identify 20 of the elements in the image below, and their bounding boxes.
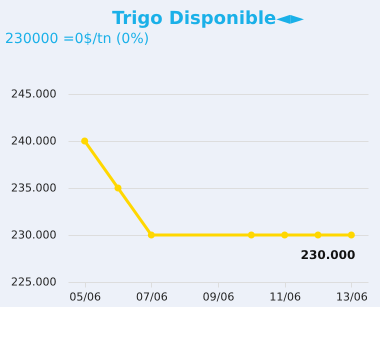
point [148,231,155,239]
point [81,137,88,145]
x-tick-label: 05/06 [69,290,102,304]
y-tick-label: 235.000 [11,182,56,194]
chart-subtitle: 230000 =0$/tn (0%) [5,31,150,47]
y-tick-label: 225.000 [11,276,56,288]
y-tick-label: 245.000 [11,88,56,100]
point [281,231,288,239]
point [348,231,355,239]
point [314,231,322,239]
point [114,184,122,192]
data-label: 230.000 [300,248,356,262]
x-tick-label: 11/06 [269,290,302,304]
x-tick-label: 07/06 [136,290,168,304]
y-tick-label: 230.000 [11,228,56,242]
chart-title: Trigo Disponible◄► [112,8,304,29]
point [248,231,255,239]
y-tick-label: 240.000 [11,134,56,148]
x-tick-label: 13/06 [336,290,368,304]
x-tick-label: 09/06 [202,290,234,304]
